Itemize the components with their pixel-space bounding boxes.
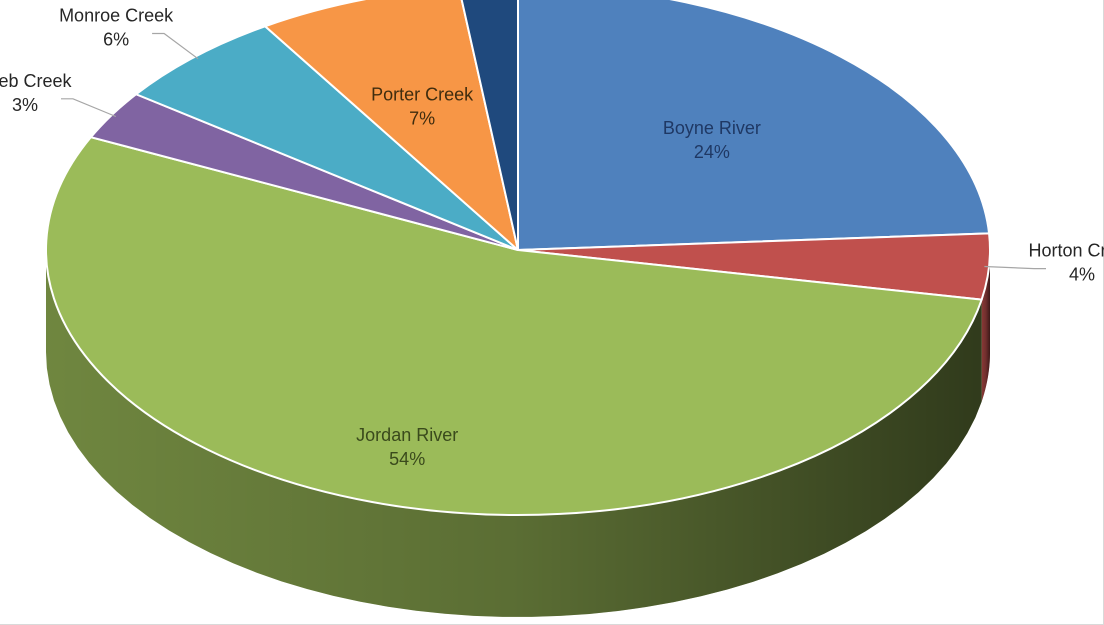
leader-line-loeb-creek <box>61 98 117 118</box>
data-label-percent-porter-creek: 7% <box>409 108 435 128</box>
data-label-name-boyne-river: Boyne River <box>663 118 761 138</box>
data-label-name-porter-creek: Porter Creek <box>371 84 474 104</box>
data-label-percent-horton-creek: 4% <box>1069 265 1095 285</box>
data-label-percent-monroe-creek: 6% <box>103 30 129 50</box>
pie-slice-stover-creek <box>460 0 519 251</box>
data-label-percent-loeb-creek: 3% <box>12 95 38 115</box>
pie-side-shade-jordan-river <box>46 250 982 617</box>
data-label-name-horton-creek: Horton Creek <box>1028 241 1104 261</box>
leader-line-monroe-creek <box>152 32 199 60</box>
pie-slice-jordan-river <box>45 136 983 516</box>
pie-slice-porter-creek <box>264 0 519 251</box>
data-label-percent-boyne-river: 24% <box>694 142 730 162</box>
data-label-name-monroe-creek: Monroe Creek <box>59 6 174 26</box>
data-label-percent-jordan-river: 54% <box>389 449 425 469</box>
pie-slice-boyne-river <box>517 0 991 251</box>
data-label-name-loeb-creek: Loeb Creek <box>0 71 73 91</box>
leader-line-horton-creek <box>984 265 1046 270</box>
data-label-name-jordan-river: Jordan River <box>356 425 458 445</box>
pie-side-shade-horton-creek <box>981 250 990 402</box>
